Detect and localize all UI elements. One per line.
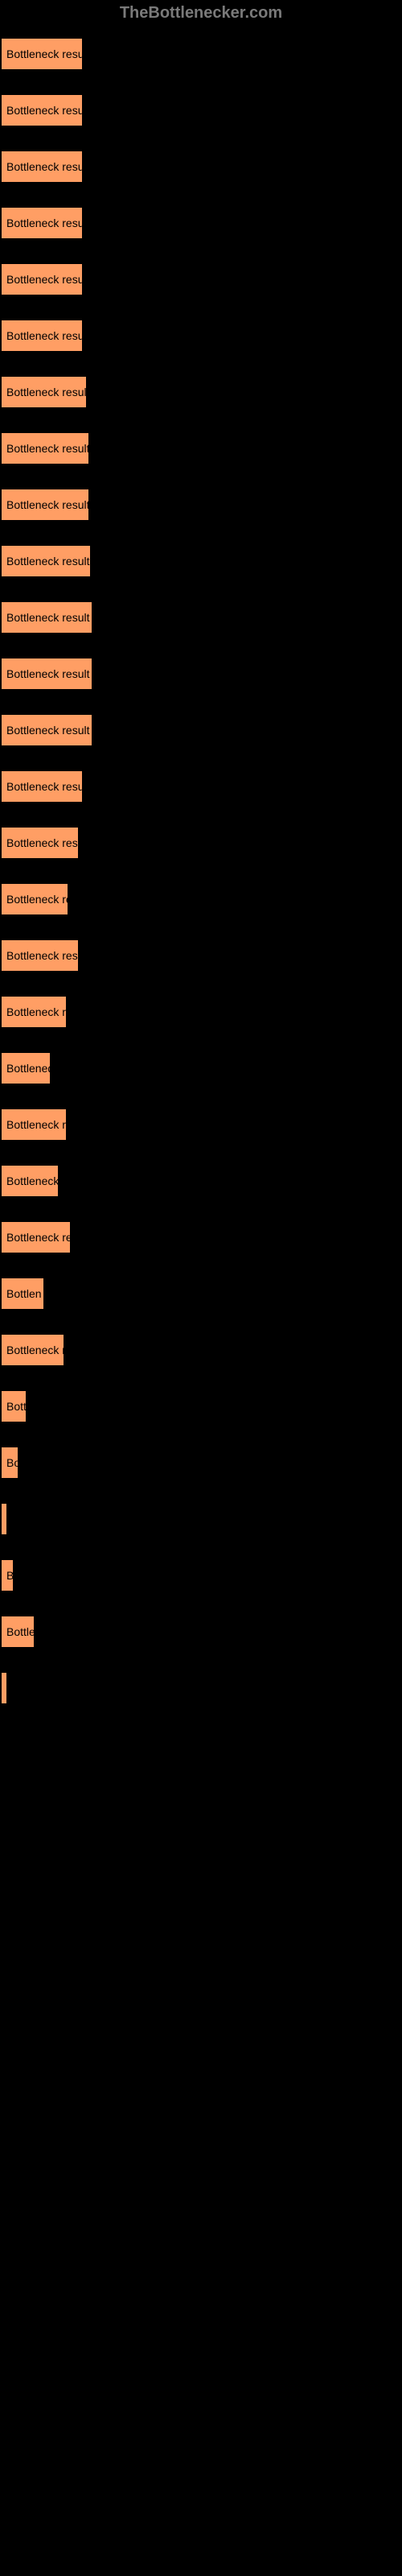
bar-label: Bottleneck result [6, 836, 78, 849]
bar-label: Bottlened [6, 1062, 50, 1075]
bar-chart: Bottleneck result Bottleneck result Bottle… [0, 39, 402, 1703]
bar-label: Bottleneck [6, 1174, 58, 1187]
bar-label: Bottleneck result [6, 217, 82, 229]
bar-label: Bottleneck result [6, 386, 86, 398]
bar-row: Bottleneck res [2, 1222, 394, 1253]
bar-label: Bottleneck result [6, 555, 90, 568]
bar-label: Bott [6, 1400, 26, 1413]
bar: Bo [2, 1447, 18, 1478]
bar-label: Bottleneck result [6, 329, 82, 342]
bar-label: Bottleneck result [6, 949, 78, 962]
bar-row: Bottleneck result [2, 39, 394, 69]
bar-row: Bottleneck result [2, 264, 394, 295]
bar: Bottleneck result [2, 320, 82, 351]
bar-row: Bottleneck [2, 1166, 394, 1196]
bar: Bottleneck result [2, 940, 78, 971]
bar-row: Bottleneck result [2, 940, 394, 971]
bar-label: Bottleneck result [6, 47, 82, 60]
bar-row: Bottleneck result [2, 715, 394, 745]
bar: B [2, 1560, 13, 1591]
bar-row: Bottleneck re [2, 997, 394, 1027]
bar-row: Bottleneck re [2, 1109, 394, 1140]
bar-row: Bottleneck res [2, 884, 394, 914]
bar-label: Bottle [6, 1625, 34, 1638]
bar-row: Bottleneck result [2, 377, 394, 407]
bar-label: Bottleneck re [6, 1118, 66, 1131]
bar: Bottleneck r [2, 1335, 64, 1365]
bar: Bottleneck re [2, 997, 66, 1027]
bar: Bottleneck result [2, 715, 92, 745]
bar: Bottleneck result [2, 151, 82, 182]
bar-label: Bottlen [6, 1287, 42, 1300]
bar-row: Bottlen [2, 1278, 394, 1309]
bar: Bottleneck result [2, 546, 90, 576]
bar-row: B [2, 1560, 394, 1591]
bar-row: Bottleneck result [2, 658, 394, 689]
bar: Bottleneck result [2, 95, 82, 126]
bar-label: Bottleneck result [6, 724, 90, 737]
bar: Bottleneck result [2, 489, 88, 520]
bar: Bottle [2, 1616, 34, 1647]
bar-row: Bottleneck result [2, 320, 394, 351]
bar-row [2, 1673, 394, 1703]
bar-row: Bottle [2, 1616, 394, 1647]
bar-label: Bottleneck result [6, 104, 82, 117]
bar-row: Bo [2, 1447, 394, 1478]
bar: Bottleneck result [2, 828, 78, 858]
site-header: TheBottlenecker.com [0, 4, 402, 23]
bar: Bottleneck result [2, 602, 92, 633]
bar-row: Bottleneck result [2, 828, 394, 858]
bar [2, 1673, 6, 1703]
bar-label: Bottleneck result [6, 160, 82, 173]
bar-label: Bottleneck result [6, 442, 88, 455]
bar-label: Bottleneck result [6, 667, 90, 680]
bar: Bottleneck result [2, 264, 82, 295]
bar-row: Bottleneck result [2, 95, 394, 126]
bar: Bottleneck [2, 1166, 58, 1196]
bar-row [2, 1504, 394, 1534]
bar-row: Bottleneck result [2, 602, 394, 633]
bar-label: Bottleneck result [6, 273, 82, 286]
bar: Bottlen [2, 1278, 43, 1309]
bar-row: Bott [2, 1391, 394, 1422]
bar: Bottleneck res [2, 884, 68, 914]
bar-label: Bottleneck res [6, 1231, 70, 1244]
bar-row: Bottleneck result [2, 489, 394, 520]
bar: Bottleneck res [2, 1222, 70, 1253]
bar: Bott [2, 1391, 26, 1422]
bar: Bottleneck result [2, 377, 86, 407]
bar [2, 1504, 6, 1534]
bar-row: Bottleneck result [2, 433, 394, 464]
bar: Bottleneck re [2, 1109, 66, 1140]
bar: Bottlened [2, 1053, 50, 1084]
bar-label: Bottleneck result [6, 498, 88, 511]
bar-row: Bottleneck result [2, 546, 394, 576]
bar: Bottleneck result [2, 208, 82, 238]
bar-label: Bottleneck result [6, 611, 90, 624]
bar-row: Bottleneck result [2, 208, 394, 238]
bar-label: Bottleneck r [6, 1344, 64, 1356]
bar-label: Bottleneck res [6, 893, 68, 906]
bar-label: Bo [6, 1456, 18, 1469]
bar-label: B [6, 1569, 13, 1582]
bar-label: Bottleneck result [6, 780, 82, 793]
bar-row: Bottleneck r [2, 1335, 394, 1365]
bar-row: Bottlened [2, 1053, 394, 1084]
bar-label: Bottleneck re [6, 1005, 66, 1018]
bar: Bottleneck result [2, 39, 82, 69]
bar: Bottleneck result [2, 771, 82, 802]
bar-row: Bottleneck result [2, 771, 394, 802]
bar: Bottleneck result [2, 658, 92, 689]
bar: Bottleneck result [2, 433, 88, 464]
bar-row: Bottleneck result [2, 151, 394, 182]
